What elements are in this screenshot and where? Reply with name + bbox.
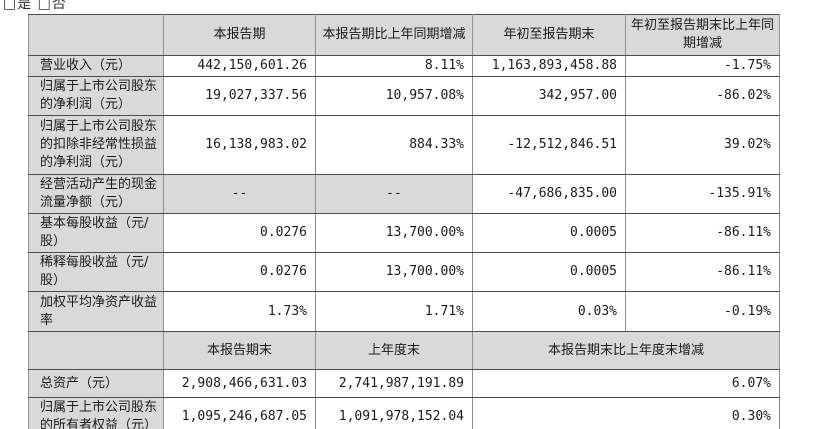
cell-current: 19,027,337.56	[163, 76, 316, 116]
table-row-diluted-eps: 稀释每股收益（元/股） 0.0276 13,700.00% 0.0005 -86…	[28, 252, 780, 292]
header-end-of-prev-year: 上年度末	[315, 331, 473, 370]
cell-yoy: --	[315, 174, 473, 214]
table-row-weighted-avg-roe: 加权平均净资产收益率 1.73% 1.71% 0.03% -0.19%	[28, 291, 780, 332]
header-current-period-yoy: 本报告期比上年同期增减	[315, 14, 473, 56]
table-header-row-2: 本报告期末 上年度末 本报告期末比上年度末增减	[28, 331, 780, 370]
checkbox-line-text: □是 □否	[3, 0, 67, 10]
header-current-period: 本报告期	[163, 14, 316, 56]
cell-end-of-period: 2,908,466,631.03	[163, 369, 316, 398]
cell-ytd: 1,163,893,458.88	[472, 55, 626, 77]
header-end-of-period: 本报告期末	[163, 331, 316, 370]
cell-current: 1.73%	[163, 291, 316, 332]
cell-ytd-yoy: 39.02%	[625, 115, 780, 175]
table-row-net-profit: 归属于上市公司股东的净利润（元） 19,027,337.56 10,957.08…	[28, 76, 780, 116]
header-change-vs-prev-year-end: 本报告期末比上年度末增减	[472, 331, 780, 370]
row-label: 营业收入（元）	[28, 55, 164, 77]
cell-ytd: 342,957.00	[472, 76, 626, 116]
table-row-net-profit-excl-nonrecurring: 归属于上市公司股东的扣除非经常性损益的净利润（元） 16,138,983.02 …	[28, 115, 780, 175]
table-row-basic-eps: 基本每股收益（元/股） 0.0276 13,700.00% 0.0005 -86…	[28, 213, 780, 253]
cell-ytd-yoy: -86.02%	[625, 76, 780, 116]
cell-end-of-prev-year: 2,741,987,191.89	[315, 369, 473, 398]
cell-ytd-yoy: -0.19%	[625, 291, 780, 332]
table-row-total-assets: 总资产（元） 2,908,466,631.03 2,741,987,191.89…	[28, 369, 780, 398]
cell-ytd-yoy: -1.75%	[625, 55, 780, 77]
cell-current: 442,150,601.26	[163, 55, 316, 77]
cell-yoy: 13,700.00%	[315, 252, 473, 292]
header-empty-cell	[28, 331, 164, 370]
table-row-operating-cash-flow: 经营活动产生的现金流量净额（元） -- -- -47,686,835.00 -1…	[28, 174, 780, 214]
table-row-equity-to-shareholders: 归属于上市公司股东的所有者权益（元） 1,095,246,687.05 1,09…	[28, 397, 780, 429]
row-label: 稀释每股收益（元/股）	[28, 252, 164, 292]
cell-ytd-yoy: -86.11%	[625, 213, 780, 253]
row-label: 归属于上市公司股东的净利润（元）	[28, 76, 164, 116]
row-label: 经营活动产生的现金流量净额（元）	[28, 174, 164, 214]
cell-current: 0.0276	[163, 252, 316, 292]
cell-current: 0.0276	[163, 213, 316, 253]
cell-current: 16,138,983.02	[163, 115, 316, 175]
cell-end-of-period: 1,095,246,687.05	[163, 397, 316, 429]
cell-ytd: 0.03%	[472, 291, 626, 332]
table-row-revenue: 营业收入（元） 442,150,601.26 8.11% 1,163,893,4…	[28, 55, 780, 77]
header-ytd-yoy: 年初至报告期末比上年同期增减	[625, 14, 780, 56]
cell-yoy: 10,957.08%	[315, 76, 473, 116]
cell-current: --	[163, 174, 316, 214]
checkbox-line: □是 □否	[3, 0, 203, 10]
table-header-row-1: 本报告期 本报告期比上年同期增减 年初至报告期末 年初至报告期末比上年同期增减	[28, 14, 780, 56]
row-label: 归属于上市公司股东的所有者权益（元）	[28, 397, 164, 429]
cell-yoy: 8.11%	[315, 55, 473, 77]
cell-ytd: 0.0005	[472, 252, 626, 292]
row-label: 归属于上市公司股东的扣除非经常性损益的净利润（元）	[28, 115, 164, 175]
row-label: 总资产（元）	[28, 369, 164, 398]
cell-ytd: -12,512,846.51	[472, 115, 626, 175]
cell-change: 0.30%	[472, 397, 780, 429]
row-label: 加权平均净资产收益率	[28, 291, 164, 332]
header-empty-cell	[28, 14, 164, 56]
cell-yoy: 1.71%	[315, 291, 473, 332]
cell-change: 6.07%	[472, 369, 780, 398]
financial-summary-table: 本报告期 本报告期比上年同期增减 年初至报告期末 年初至报告期末比上年同期增减 …	[28, 14, 780, 429]
header-ytd: 年初至报告期末	[472, 14, 626, 56]
cell-ytd: 0.0005	[472, 213, 626, 253]
cell-ytd: -47,686,835.00	[472, 174, 626, 214]
cell-yoy: 13,700.00%	[315, 213, 473, 253]
cell-end-of-prev-year: 1,091,978,152.04	[315, 397, 473, 429]
row-label: 基本每股收益（元/股）	[28, 213, 164, 253]
cell-ytd-yoy: -135.91%	[625, 174, 780, 214]
cell-ytd-yoy: -86.11%	[625, 252, 780, 292]
cell-yoy: 884.33%	[315, 115, 473, 175]
